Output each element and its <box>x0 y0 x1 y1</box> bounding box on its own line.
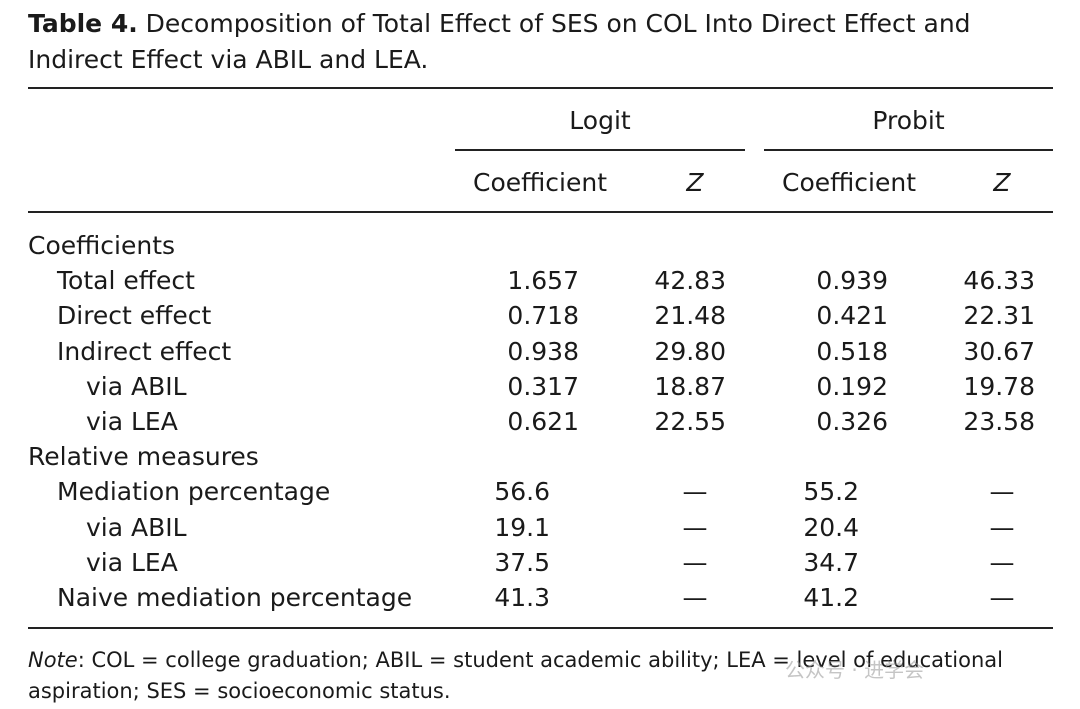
probit-coefficient-header: Coefficient <box>781 168 917 197</box>
row-label: Relative measures <box>28 442 259 471</box>
probit-coefficient-cell: 41.2 <box>803 583 859 612</box>
probit-z-header: Z <box>993 168 1011 197</box>
logit-coefficient-header: Coefficient <box>472 168 608 197</box>
probit-z-cell: 22.31 <box>963 301 1035 330</box>
probit-coefficient-cell: 55.2 <box>803 477 859 506</box>
probit-z-cell: — <box>989 477 1015 506</box>
note-label: Note <box>28 648 78 672</box>
row-label: Naive mediation percentage <box>57 583 413 612</box>
probit-z-cell: — <box>989 548 1015 577</box>
row-label: Indirect effect <box>57 337 232 366</box>
caption-label: Table 4. <box>28 9 138 38</box>
table-caption: Table 4. Decomposition of Total Effect o… <box>28 6 1058 78</box>
logit-z-header: Z <box>686 168 704 197</box>
row-label: Mediation percentage <box>57 477 331 506</box>
probit-coefficient-cell: 0.326 <box>816 407 888 436</box>
probit-z-cell: — <box>989 513 1015 542</box>
logit-coefficient-cell: 37.5 <box>494 548 550 577</box>
probit-z-cell: 23.58 <box>963 407 1035 436</box>
header-bottom-rule <box>28 211 1053 213</box>
row-label: via LEA <box>86 548 178 577</box>
logit-header: Logit <box>569 106 631 135</box>
logit-coefficient-cell: 1.657 <box>507 266 579 295</box>
table-note: Note: COL = college graduation; ABIL = s… <box>28 645 1058 707</box>
probit-z-cell: 46.33 <box>963 266 1035 295</box>
row-label: Coefficients <box>28 231 176 260</box>
logit-coefficient-cell: 0.621 <box>507 407 579 436</box>
logit-z-cell: 22.55 <box>654 407 726 436</box>
logit-z-cell: 21.48 <box>654 301 726 330</box>
logit-z-cell: — <box>682 477 708 506</box>
row-label: Direct effect <box>57 301 212 330</box>
logit-coefficient-cell: 0.718 <box>507 301 579 330</box>
logit-spanner-rule <box>455 149 745 151</box>
logit-coefficient-cell: 0.938 <box>507 337 579 366</box>
logit-coefficient-cell: 41.3 <box>494 583 550 612</box>
logit-z-cell: 42.83 <box>654 266 726 295</box>
top-rule <box>28 87 1053 89</box>
probit-header: Probit <box>872 106 945 135</box>
logit-z-cell: — <box>682 548 708 577</box>
logit-coefficient-cell: 0.317 <box>507 372 579 401</box>
logit-coefficient-cell: 19.1 <box>494 513 550 542</box>
row-label: via ABIL <box>86 372 187 401</box>
probit-coefficient-cell: 20.4 <box>803 513 859 542</box>
caption-text: Decomposition of Total Effect of SES on … <box>28 9 971 74</box>
logit-z-cell: — <box>682 513 708 542</box>
probit-coefficient-cell: 0.939 <box>816 266 888 295</box>
probit-coefficient-cell: 34.7 <box>803 548 859 577</box>
probit-spanner-rule <box>764 149 1053 151</box>
logit-z-cell: — <box>682 583 708 612</box>
probit-coefficient-cell: 0.518 <box>816 337 888 366</box>
watermark: 公众号 · 进学会 <box>785 658 925 682</box>
probit-coefficient-cell: 0.421 <box>816 301 888 330</box>
probit-z-cell: 19.78 <box>963 372 1035 401</box>
row-label: via LEA <box>86 407 178 436</box>
bottom-rule <box>28 627 1053 629</box>
probit-z-cell: 30.67 <box>963 337 1035 366</box>
logit-z-cell: 29.80 <box>654 337 726 366</box>
probit-coefficient-cell: 0.192 <box>816 372 888 401</box>
probit-z-cell: — <box>989 583 1015 612</box>
row-label: via ABIL <box>86 513 187 542</box>
logit-coefficient-cell: 56.6 <box>494 477 550 506</box>
row-label: Total effect <box>57 266 195 295</box>
logit-z-cell: 18.87 <box>654 372 726 401</box>
note-text: : COL = college graduation; ABIL = stude… <box>28 648 1003 703</box>
